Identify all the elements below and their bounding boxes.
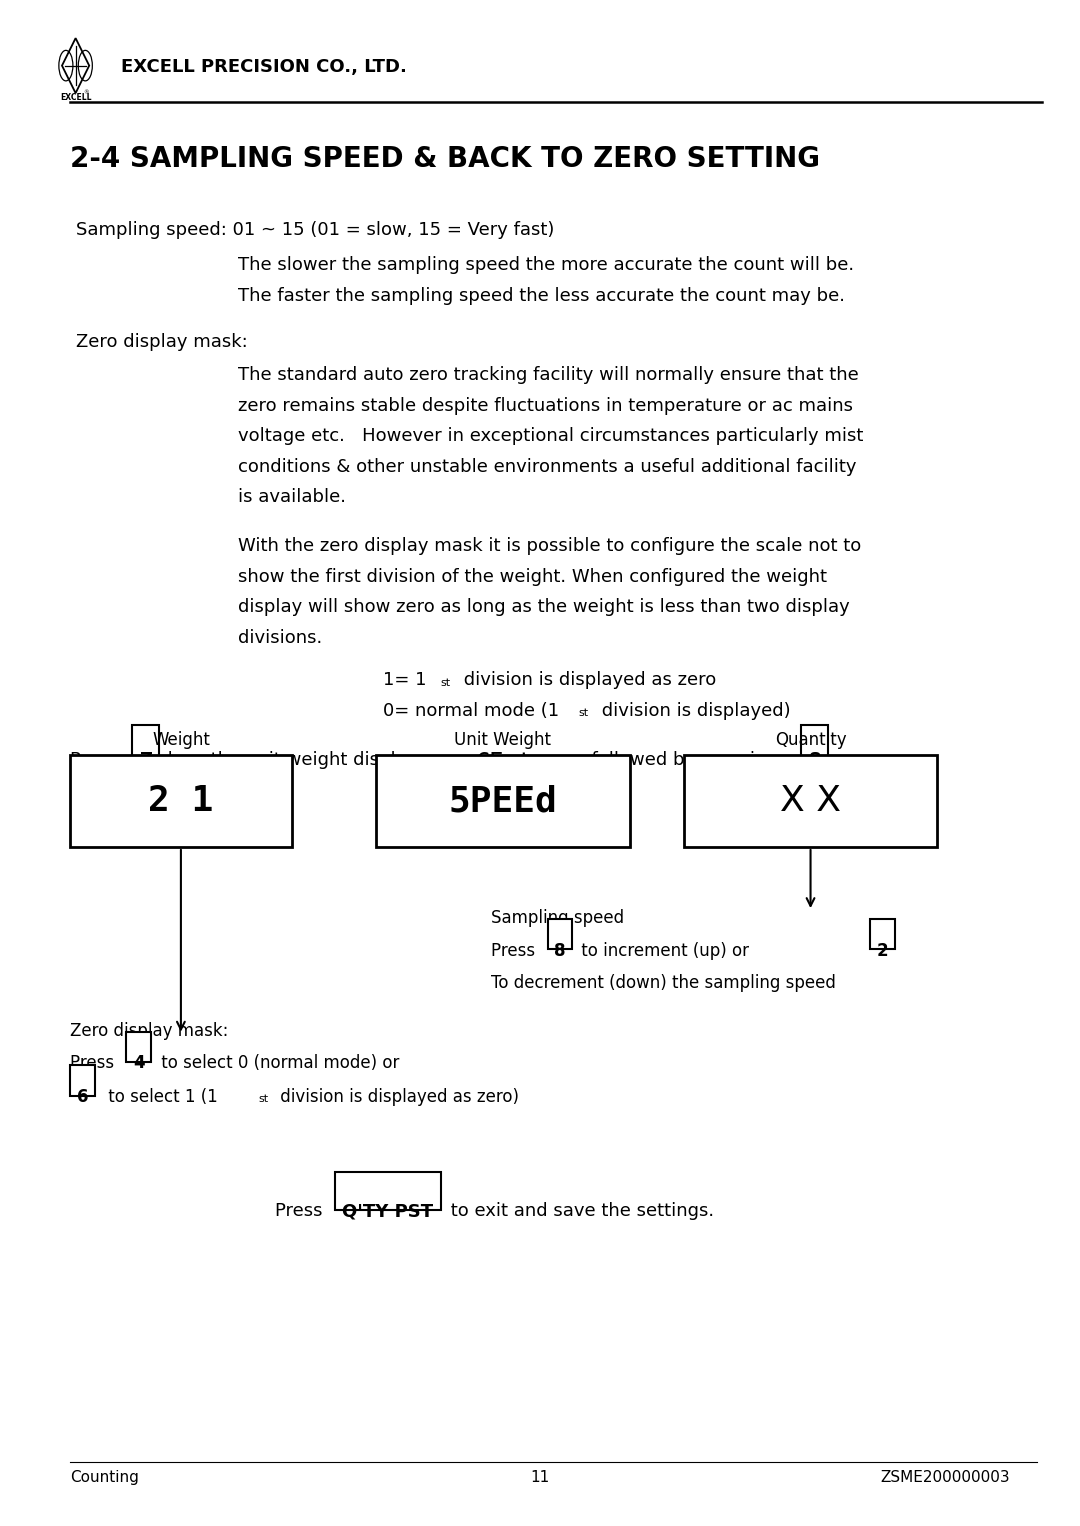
- FancyBboxPatch shape: [801, 725, 828, 758]
- Text: zero remains stable despite fluctuations in temperature or ac mains: zero remains stable despite fluctuations…: [238, 397, 852, 415]
- Text: 1= 1: 1= 1: [383, 671, 427, 690]
- Text: 2 1: 2 1: [148, 784, 214, 818]
- Text: Z: Z: [139, 751, 151, 769]
- Text: divisions.: divisions.: [238, 629, 322, 647]
- Text: Press: Press: [70, 1054, 120, 1073]
- FancyBboxPatch shape: [870, 919, 895, 949]
- Text: to increment (up) or: to increment (up) or: [576, 942, 754, 960]
- Text: EXCELL: EXCELL: [59, 93, 92, 102]
- Text: followed be pressing: followed be pressing: [580, 751, 783, 769]
- Text: 8: 8: [554, 942, 566, 960]
- Text: Press: Press: [491, 942, 541, 960]
- FancyBboxPatch shape: [70, 1065, 95, 1096]
- Text: 6: 6: [77, 1088, 89, 1106]
- Text: division is displayed as zero): division is displayed as zero): [275, 1088, 519, 1106]
- Text: X X: X X: [780, 784, 841, 818]
- Text: 8: 8: [809, 751, 821, 769]
- Text: st: st: [441, 678, 450, 688]
- Text: 0= normal mode (1: 0= normal mode (1: [383, 702, 559, 720]
- Text: Unit Weight: Unit Weight: [455, 731, 551, 749]
- Text: Press: Press: [70, 751, 123, 769]
- FancyBboxPatch shape: [548, 919, 572, 949]
- Text: Weight: Weight: [152, 731, 210, 749]
- Text: show the first division of the weight. When configured the weight: show the first division of the weight. W…: [238, 568, 826, 586]
- Text: division is displayed as zero: division is displayed as zero: [458, 671, 716, 690]
- Text: key, the unit weight displays: key, the unit weight displays: [162, 751, 432, 769]
- Text: ZSME200000003: ZSME200000003: [880, 1470, 1010, 1485]
- Text: To decrement (down) the sampling speed: To decrement (down) the sampling speed: [491, 974, 836, 992]
- Text: to select 1 (1: to select 1 (1: [103, 1088, 217, 1106]
- Text: Sampling speed: 01 ~ 15 (01 = slow, 15 = Very fast): Sampling speed: 01 ~ 15 (01 = slow, 15 =…: [76, 221, 554, 240]
- FancyBboxPatch shape: [126, 1032, 151, 1062]
- FancyBboxPatch shape: [335, 1172, 441, 1210]
- Text: 2: 2: [877, 942, 889, 960]
- Text: The standard auto zero tracking facility will normally ensure that the: The standard auto zero tracking facility…: [238, 366, 859, 385]
- Text: Quantity: Quantity: [774, 731, 847, 749]
- FancyBboxPatch shape: [684, 755, 937, 847]
- Text: Zero display mask:: Zero display mask:: [70, 1022, 229, 1041]
- Text: st: st: [258, 1094, 268, 1105]
- Text: EXCELL PRECISION CO., LTD.: EXCELL PRECISION CO., LTD.: [121, 58, 407, 76]
- Text: is available.: is available.: [238, 488, 346, 507]
- Text: 11: 11: [530, 1470, 550, 1485]
- FancyBboxPatch shape: [132, 725, 159, 758]
- Text: conditions & other unstable environments a useful additional facility: conditions & other unstable environments…: [238, 458, 856, 476]
- Text: The slower the sampling speed the more accurate the count will be.: The slower the sampling speed the more a…: [238, 256, 853, 275]
- Text: The faster the sampling speed the less accurate the count may be.: The faster the sampling speed the less a…: [238, 287, 845, 305]
- Text: 2-4 SAMPLING SPEED & BACK TO ZERO SETTING: 2-4 SAMPLING SPEED & BACK TO ZERO SETTIN…: [70, 145, 820, 172]
- Text: 4: 4: [133, 1054, 145, 1073]
- Text: display will show zero as long as the weight is less than two display: display will show zero as long as the we…: [238, 598, 849, 617]
- Text: division is displayed): division is displayed): [596, 702, 791, 720]
- FancyBboxPatch shape: [376, 755, 630, 847]
- FancyBboxPatch shape: [70, 755, 292, 847]
- Text: Press: Press: [275, 1202, 328, 1221]
- Text: Q'TY PST: Q'TY PST: [342, 1202, 433, 1221]
- Text: Sampling speed: Sampling speed: [491, 909, 624, 928]
- Text: With the zero display mask it is possible to configure the scale not to: With the zero display mask it is possibl…: [238, 537, 861, 555]
- Text: Zero display mask:: Zero display mask:: [76, 333, 247, 351]
- Text: 5PEEd: 5PEEd: [448, 784, 557, 818]
- Text: Counting: Counting: [70, 1470, 139, 1485]
- Text: CEntr: CEntr: [475, 751, 546, 775]
- Text: voltage etc.   However in exceptional circumstances particularly mist: voltage etc. However in exceptional circ…: [238, 427, 863, 446]
- Text: to exit and save the settings.: to exit and save the settings.: [445, 1202, 714, 1221]
- Text: st: st: [579, 708, 589, 719]
- Text: to select 0 (normal mode) or: to select 0 (normal mode) or: [156, 1054, 399, 1073]
- Text: ®: ®: [83, 90, 89, 95]
